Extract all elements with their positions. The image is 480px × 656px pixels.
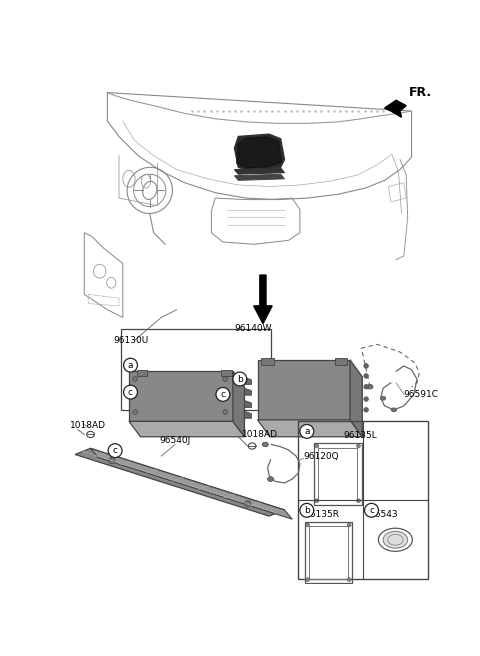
- Ellipse shape: [380, 396, 386, 400]
- Text: a: a: [128, 361, 133, 370]
- Bar: [121, 329, 271, 410]
- Text: 96591C: 96591C: [404, 390, 439, 399]
- Circle shape: [108, 443, 122, 458]
- Ellipse shape: [391, 408, 396, 412]
- Polygon shape: [350, 359, 362, 437]
- Circle shape: [347, 578, 351, 581]
- Circle shape: [216, 388, 230, 401]
- Circle shape: [109, 457, 115, 464]
- Text: 96540J: 96540J: [159, 436, 191, 445]
- Polygon shape: [137, 370, 147, 376]
- Polygon shape: [258, 359, 350, 420]
- Polygon shape: [90, 448, 292, 519]
- Circle shape: [123, 385, 137, 399]
- Circle shape: [300, 503, 314, 517]
- Text: c: c: [369, 506, 374, 515]
- Polygon shape: [129, 371, 233, 421]
- Polygon shape: [129, 421, 244, 437]
- Polygon shape: [75, 448, 285, 516]
- Polygon shape: [233, 371, 244, 437]
- Text: 96135R: 96135R: [304, 510, 339, 519]
- Circle shape: [364, 407, 369, 412]
- Circle shape: [364, 374, 369, 379]
- Polygon shape: [234, 168, 285, 174]
- Circle shape: [223, 377, 228, 381]
- Polygon shape: [244, 377, 252, 384]
- Polygon shape: [254, 275, 272, 323]
- Circle shape: [315, 499, 319, 502]
- Ellipse shape: [383, 531, 408, 548]
- Polygon shape: [384, 100, 406, 117]
- Circle shape: [364, 397, 369, 401]
- Bar: [299, 421, 428, 579]
- Circle shape: [365, 503, 378, 517]
- Text: c: c: [128, 388, 133, 397]
- Circle shape: [123, 358, 137, 372]
- Circle shape: [364, 363, 369, 368]
- Circle shape: [315, 444, 319, 448]
- Text: FR.: FR.: [409, 86, 432, 99]
- Polygon shape: [234, 134, 285, 171]
- Text: 1018AD: 1018AD: [71, 420, 107, 430]
- Ellipse shape: [262, 442, 268, 447]
- Polygon shape: [221, 370, 232, 376]
- Circle shape: [245, 501, 251, 507]
- Polygon shape: [234, 174, 285, 180]
- Circle shape: [133, 410, 137, 415]
- Bar: [314, 443, 361, 504]
- Circle shape: [357, 444, 360, 448]
- Text: b: b: [237, 375, 243, 384]
- Text: 1018AD: 1018AD: [242, 430, 278, 439]
- Text: 96135L: 96135L: [344, 431, 377, 440]
- Circle shape: [223, 410, 228, 415]
- Text: b: b: [304, 506, 310, 515]
- Bar: [304, 522, 352, 583]
- Text: 96140W: 96140W: [234, 325, 272, 333]
- Text: c: c: [220, 390, 226, 399]
- Polygon shape: [244, 401, 252, 407]
- Text: 96543: 96543: [369, 510, 398, 519]
- Polygon shape: [244, 388, 252, 395]
- Ellipse shape: [367, 384, 373, 389]
- Circle shape: [306, 578, 310, 581]
- Circle shape: [133, 377, 137, 381]
- Text: 96120Q: 96120Q: [304, 451, 339, 461]
- Bar: [318, 447, 357, 500]
- Polygon shape: [237, 137, 281, 168]
- Text: a: a: [304, 427, 310, 436]
- Circle shape: [300, 424, 314, 438]
- Text: c: c: [113, 446, 118, 455]
- Polygon shape: [262, 358, 274, 365]
- Polygon shape: [335, 358, 347, 365]
- Circle shape: [347, 523, 351, 527]
- Polygon shape: [244, 411, 252, 419]
- Text: 96130U: 96130U: [114, 336, 149, 345]
- Polygon shape: [258, 420, 362, 437]
- Circle shape: [233, 372, 247, 386]
- Circle shape: [357, 499, 360, 502]
- Ellipse shape: [267, 477, 274, 482]
- Bar: [309, 527, 348, 579]
- Circle shape: [364, 384, 369, 389]
- Circle shape: [306, 523, 310, 527]
